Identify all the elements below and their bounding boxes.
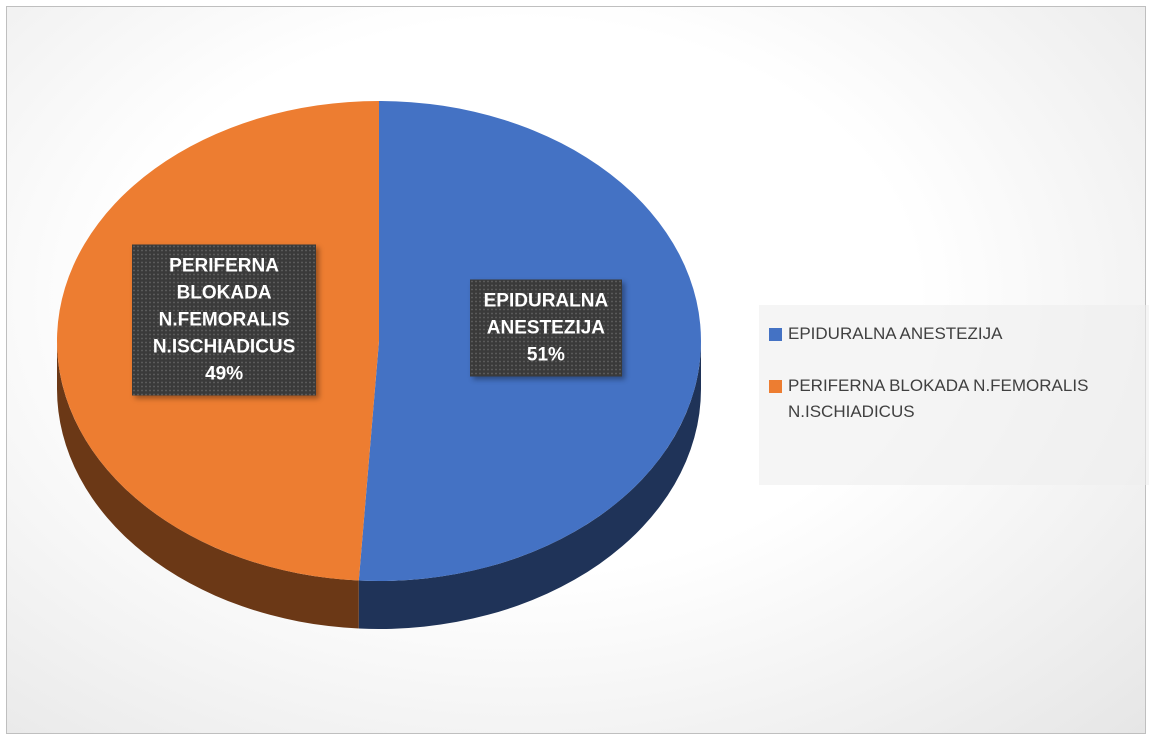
data-label-category: PERIFERNA BLOKADA N.FEMORALIS N.ISCHIADI… <box>152 255 296 358</box>
legend-entry: PERIFERNA BLOKADA N.FEMORALIS N.ISCHIADI… <box>769 373 1139 425</box>
legend-label: PERIFERNA BLOKADA N.FEMORALIS N.ISCHIADI… <box>788 376 1089 421</box>
data-label: PERIFERNA BLOKADA N.FEMORALIS N.ISCHIADI… <box>132 244 317 396</box>
legend-swatch <box>769 328 782 341</box>
data-label-value: 51% <box>526 344 565 366</box>
data-label-value: 49% <box>205 363 244 385</box>
chart-area: EPIDURALNA ANESTEZIJA PERIFERNA BLOKADA N… <box>6 6 1149 734</box>
legend: EPIDURALNA ANESTEZIJA PERIFERNA BLOKADA N… <box>759 305 1149 485</box>
pie-side <box>358 341 702 630</box>
legend-swatch <box>769 380 782 393</box>
data-label-category: EPIDURALNA ANESTEZIJA <box>483 290 609 339</box>
pie-side <box>57 341 359 629</box>
legend-entry: EPIDURALNA ANESTEZIJA <box>769 321 1139 347</box>
data-label: EPIDURALNA ANESTEZIJA 51% <box>469 279 622 377</box>
legend-label: EPIDURALNA ANESTEZIJA <box>788 324 1003 343</box>
